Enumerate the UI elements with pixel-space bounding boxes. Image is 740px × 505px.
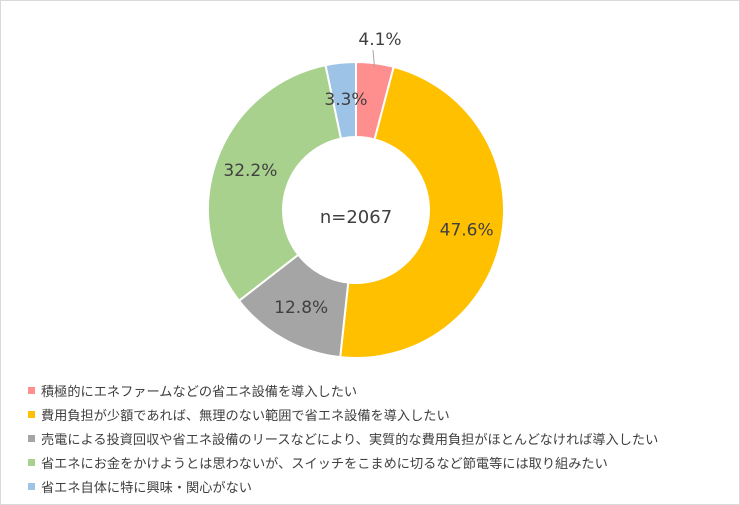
data-label: 3.3%	[324, 90, 367, 110]
legend-label: 費用負担が少額であれば、無理のない範囲で省エネ設備を導入したい	[41, 408, 450, 424]
legend-swatch	[28, 410, 35, 418]
data-label: 32.2%	[223, 161, 277, 181]
legend-label: 売電による投資回収や省エネ設備のリースなどにより、実質的な費用負担がほとんどなけ…	[41, 432, 659, 448]
donut-slice	[339, 65, 505, 359]
legend-swatch	[28, 483, 35, 491]
legend-item: 省エネにお金をかけようとは思わないが、スイッチをこまめに切るなど節電等には取り組…	[28, 451, 658, 475]
legend-label: 省エネにお金をかけようとは思わないが、スイッチをこまめに切るなど節電等には取り組…	[41, 457, 608, 473]
legend-swatch	[28, 459, 35, 467]
donut-slice	[207, 63, 343, 303]
legend-item: 積極的にエネファームなどの省エネ設備を導入したい	[28, 378, 658, 402]
chart-legend: 積極的にエネファームなどの省エネ設備を導入したい 費用負担が少額であれば、無理の…	[28, 378, 658, 499]
legend-item: 省エネ自体に特に興味・関心がない	[28, 475, 658, 499]
data-label: 12.8%	[274, 298, 328, 318]
legend-swatch	[28, 386, 35, 394]
data-label: 47.6%	[440, 220, 494, 240]
data-label: 4.1%	[358, 30, 401, 50]
donut-slice	[324, 60, 357, 140]
leader-line	[372, 49, 375, 68]
legend-swatch	[28, 434, 35, 442]
legend-label: 省エネ自体に特に興味・関心がない	[41, 481, 252, 497]
center-label: n=2067	[320, 207, 392, 228]
legend-item: 売電による投資回収や省エネ設備のリースなどにより、実質的な費用負担がほとんどなけ…	[28, 426, 658, 450]
legend-label: 積極的にエネファームなどの省エネ設備を導入したい	[41, 384, 358, 400]
legend-item: 費用負担が少額であれば、無理のない範囲で省エネ設備を導入したい	[28, 402, 658, 426]
